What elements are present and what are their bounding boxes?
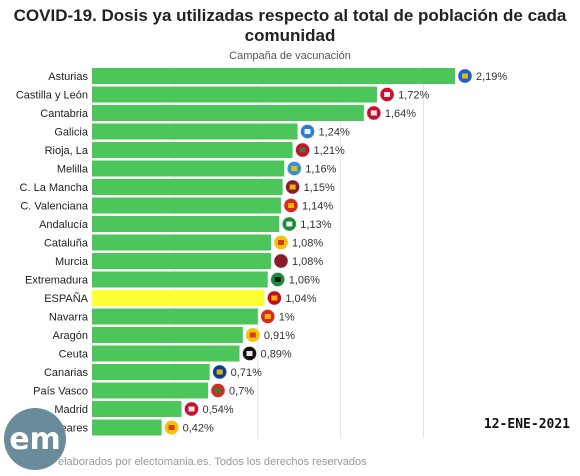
bar [92, 345, 240, 362]
bar [92, 364, 210, 380]
category-label: C. Valenciana [20, 201, 89, 213]
flag-emblem [287, 203, 294, 208]
value-label: 2,19% [476, 71, 507, 83]
category-label: Aragón [53, 330, 88, 342]
bar [92, 105, 364, 121]
value-label: 1,14% [302, 201, 333, 213]
logo-text: em [9, 421, 61, 457]
footer-credit: elaborados por electomania.es. Todos los… [58, 456, 367, 468]
value-label: 0,91% [264, 330, 295, 342]
bar [92, 401, 182, 417]
electomania-logo: em [4, 408, 66, 470]
value-label: 1,72% [398, 90, 429, 102]
value-label: 0,71% [231, 367, 262, 379]
category-label: Castilla y León [16, 90, 88, 102]
flag-emblem [246, 351, 253, 356]
bar [92, 308, 258, 325]
flag-emblem [249, 332, 256, 338]
value-label: 1,21% [314, 145, 345, 157]
bar [92, 179, 283, 195]
value-label: 1,24% [319, 127, 350, 139]
value-label: 1,16% [305, 164, 336, 176]
value-label: 0,54% [203, 404, 234, 416]
chart-subtitle: Campaña de vacunación [229, 50, 351, 62]
bar [92, 216, 280, 232]
value-label: 0,42% [183, 423, 214, 435]
flag-emblem [278, 240, 285, 245]
flag-emblem [289, 184, 296, 190]
flag-emblem [216, 369, 223, 375]
value-label: 1,15% [304, 182, 335, 194]
chart-title: COVID-19. Dosis ya utilizadas respecto a… [13, 6, 567, 45]
flag-emblem [215, 388, 222, 393]
flag-emblem [304, 129, 311, 134]
value-label: 1,13% [300, 219, 331, 231]
value-label: 1,08% [292, 256, 323, 268]
bar [92, 382, 209, 399]
date-stamp: 12-ENE-2021 [483, 417, 570, 432]
category-label: Canarias [44, 367, 89, 379]
bar [92, 271, 268, 288]
value-label: 1,06% [289, 275, 320, 287]
category-label: Madrid [54, 404, 88, 416]
value-label: 1,04% [285, 293, 316, 305]
flag-emblem [264, 314, 271, 319]
category-label: Cataluña [44, 238, 89, 250]
flag-emblem [462, 73, 468, 79]
category-label: Asturias [48, 71, 88, 83]
category-label: Murcia [55, 256, 89, 268]
value-label: 1% [279, 312, 295, 324]
category-label: Galicia [54, 127, 89, 139]
flag-emblem [278, 258, 285, 264]
bar [92, 419, 162, 436]
category-label: Andalucía [39, 219, 89, 231]
value-label: 1,08% [292, 238, 323, 250]
bar [92, 234, 272, 251]
category-label: Extremadura [25, 275, 89, 287]
value-label: 1,64% [385, 108, 416, 120]
flag-emblem [384, 92, 391, 97]
category-label: País Vasco [33, 386, 88, 398]
bar [92, 142, 293, 158]
category-label: Rioja, La [45, 145, 89, 157]
value-label: 0,7% [229, 386, 254, 398]
category-label: Ceuta [59, 349, 89, 361]
flag-emblem [188, 406, 195, 412]
category-label: C. La Mancha [20, 182, 89, 194]
flag-emblem [299, 147, 306, 153]
bar [92, 290, 265, 306]
flag-emblem [274, 277, 281, 282]
bar [92, 197, 281, 214]
category-label: Melilla [57, 164, 89, 176]
flag-emblem [271, 295, 278, 301]
bar [92, 160, 285, 177]
flag-emblem [370, 110, 377, 116]
flag-emblem [168, 425, 175, 430]
flag-emblem [286, 221, 293, 227]
bar [92, 253, 272, 269]
bar [92, 123, 298, 140]
category-label: Navarra [49, 312, 89, 324]
category-label: Cantabria [40, 108, 89, 120]
bar [92, 86, 378, 103]
flag-emblem [291, 166, 298, 171]
bar [92, 68, 455, 84]
category-label: ESPAÑA [44, 292, 88, 305]
bar [92, 327, 243, 343]
value-label: 0,89% [261, 349, 292, 361]
